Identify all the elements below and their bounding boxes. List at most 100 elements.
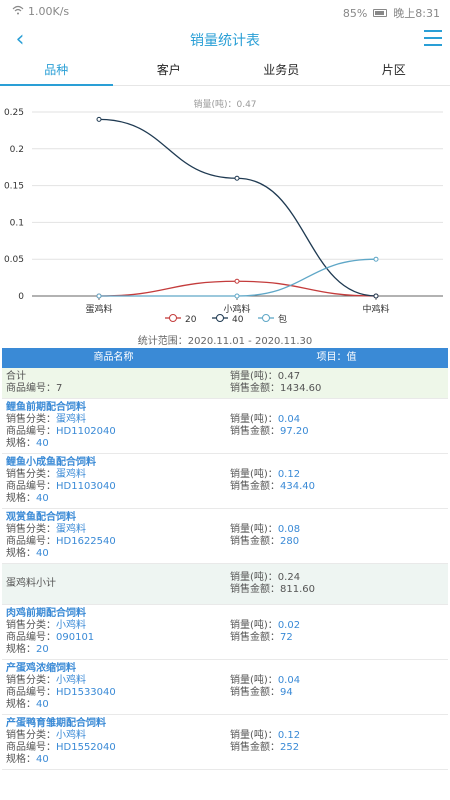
tab-salesperson[interactable]: 业务员 <box>263 63 300 77</box>
y-tick-label: 0.25 <box>4 108 24 118</box>
tab-variety[interactable]: 品种 <box>0 58 113 86</box>
product-name: 鲤鱼前期配合饲料 <box>6 402 86 413</box>
spec-label: 规格： <box>6 699 36 710</box>
x-tick-label: 中鸡料 <box>362 303 389 315</box>
category-value: 小鸡料 <box>56 730 86 741</box>
spec-value: 40 <box>36 548 49 559</box>
table-header: 商品名称 项目：值 <box>2 348 448 368</box>
category-value: 蛋鸡料 <box>56 414 86 425</box>
amount-value: 280 <box>280 536 300 547</box>
qty-label: 销量(吨)： <box>230 620 278 631</box>
table-row-total[interactable]: 合计 商品编号：7 销量(吨)：0.47 销售金额：1434.60 <box>2 368 448 399</box>
data-point <box>373 293 379 299</box>
code-value: HD1622540 <box>56 536 116 547</box>
code-label: 商品编号： <box>6 687 56 698</box>
table-row[interactable]: 观赏鱼配合饲料 销售分类：蛋鸡料 商品编号：HD1622540 规格：40 销量(吨)：… <box>2 509 448 564</box>
qty-value: 0.04 <box>277 675 301 686</box>
x-tick-label: 小鸡料 <box>223 303 250 315</box>
amount-label: 销售金额： <box>230 426 280 437</box>
code-label: 商品编号： <box>6 481 56 492</box>
back-chevron-icon[interactable]: ‹ <box>15 27 25 52</box>
y-tick-label: 0.15 <box>4 182 24 192</box>
data-point <box>96 116 102 122</box>
qty-value: 0.12 <box>277 730 301 741</box>
tab-region[interactable]: 片区 <box>381 63 406 77</box>
amount-label: 销售金额： <box>230 481 280 492</box>
category-value: 蛋鸡料 <box>56 524 86 535</box>
product-name: 产蛋鸭育雏期配合饲料 <box>6 718 106 729</box>
spec-label: 规格： <box>6 754 36 765</box>
sales-table: 商品名称 项目：值 合计 商品编号：7 销量(吨)：0.47 销售金额：1434… <box>2 348 448 770</box>
spec-label: 规格： <box>6 548 36 559</box>
amount-label: 销售金额： <box>230 632 280 643</box>
category-value: 小鸡料 <box>56 675 86 686</box>
tab-bar: 品种 客户 业务员 片区 <box>0 58 450 86</box>
qty-value: 0.04 <box>277 414 301 425</box>
data-point <box>234 293 240 299</box>
code-value: HD1552040 <box>56 742 116 753</box>
tab-customer[interactable]: 客户 <box>156 63 181 77</box>
qty-label: 销量(吨)： <box>230 675 278 686</box>
data-point <box>234 175 240 181</box>
series-line-40 <box>98 118 377 297</box>
y-tick-label: 0.05 <box>4 255 24 265</box>
spec-label: 规格： <box>6 438 36 449</box>
code-label: 商品编号： <box>6 742 56 753</box>
amount-value: 434.40 <box>280 481 315 492</box>
spec-value: 40 <box>36 493 49 504</box>
amount-label: 销售金额： <box>230 742 280 753</box>
code-value: HD1102040 <box>56 426 116 437</box>
category-label: 销售分类： <box>6 620 56 631</box>
category-label: 销售分类： <box>6 730 56 741</box>
legend-marker <box>216 314 224 322</box>
code-value: HD1533040 <box>56 687 116 698</box>
table-row[interactable]: 产蛋鸭育雏期配合饲料 销售分类：小鸡料 商品编号：HD1552040 规格：40 销量(… <box>2 715 448 770</box>
spec-value: 20 <box>36 644 49 655</box>
total-label: 合计 <box>6 371 26 382</box>
hamburger-menu-icon[interactable] <box>424 30 442 46</box>
chart-tooltip: 销量(吨)：0.47 <box>193 98 256 110</box>
amount-value: 97.20 <box>280 426 309 437</box>
battery-percent: 85% <box>342 6 368 20</box>
product-name: 肉鸡前期配合饲料 <box>6 608 86 619</box>
spec-label: 规格： <box>6 493 36 504</box>
qty-value: 0.02 <box>277 620 301 631</box>
product-name: 产蛋鸡浓缩饲料 <box>6 663 76 674</box>
app-header: ‹ 销量统计表 <box>0 24 450 56</box>
data-point <box>373 256 379 262</box>
category-value: 小鸡料 <box>56 620 86 631</box>
page-title: 销量统计表 <box>190 33 260 49</box>
network-speed: 1.00K/s <box>28 5 70 18</box>
table-row[interactable]: 鲤鱼前期配合饲料 销售分类：蛋鸡料 商品编号：HD1102040 规格：40 销量(吨)… <box>2 399 448 454</box>
category-label: 销售分类： <box>6 524 56 535</box>
y-tick-label: 0.2 <box>10 145 24 155</box>
amount-value: 72 <box>280 632 293 643</box>
qty-label: 销量(吨)： <box>230 469 278 480</box>
qty-value: 0.12 <box>277 469 301 480</box>
table-row[interactable]: 产蛋鸡浓缩饲料 销售分类：小鸡料 商品编号：HD1533040 规格：40 销量(吨)：… <box>2 660 448 715</box>
clock: 晚上8:31 <box>393 7 440 20</box>
x-tick-label: 蛋鸡料 <box>85 303 112 315</box>
battery-icon <box>373 9 388 17</box>
status-bar: 1.00K/s 85% 晚上8:31 <box>0 0 450 24</box>
legend-marker <box>169 314 177 322</box>
product-name: 鲤鱼小成鱼配合饲料 <box>6 457 96 468</box>
code-value: 090101 <box>56 632 95 643</box>
subtotal-qty: 销量(吨)：0.24 <box>230 572 301 583</box>
header-product-name: 商品名称 <box>93 352 134 363</box>
table-row[interactable]: 肉鸡前期配合饲料 销售分类：小鸡料 商品编号：090101 规格：20 销量(吨)：0.… <box>2 605 448 660</box>
code-value: HD1103040 <box>56 481 116 492</box>
spec-label: 规格： <box>6 644 36 655</box>
table-row[interactable]: 鲤鱼小成鱼配合饲料 销售分类：蛋鸡料 商品编号：HD1103040 规格：40 销量(吨… <box>2 454 448 509</box>
legend-label: 20 <box>185 315 197 325</box>
spec-value: 40 <box>36 438 49 449</box>
total-code: 商品编号：7 <box>6 383 63 394</box>
total-qty: 销量(吨)：0.47 <box>230 371 301 382</box>
category-value: 蛋鸡料 <box>56 469 86 480</box>
amount-label: 销售金额： <box>230 687 280 698</box>
table-row-subtotal[interactable]: 蛋鸡料小计 销量(吨)：0.24 销售金额：811.60 <box>2 564 448 605</box>
qty-label: 销量(吨)： <box>230 414 278 425</box>
spec-value: 40 <box>36 699 49 710</box>
category-label: 销售分类： <box>6 414 56 425</box>
amount-label: 销售金额： <box>230 536 280 547</box>
